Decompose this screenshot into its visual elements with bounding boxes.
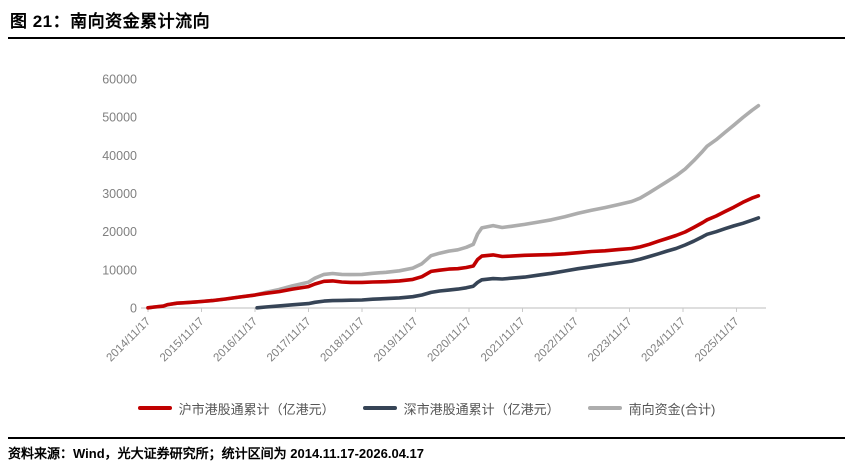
svg-text:30000: 30000 xyxy=(102,187,137,201)
svg-text:2024/11/17: 2024/11/17 xyxy=(640,316,689,365)
page-title: 图 21：南向资金累计流向 xyxy=(10,12,211,31)
svg-text:20000: 20000 xyxy=(102,225,137,239)
svg-text:2025/11/17: 2025/11/17 xyxy=(693,316,742,365)
svg-text:2020/11/17: 2020/11/17 xyxy=(426,316,475,365)
svg-text:2019/11/17: 2019/11/17 xyxy=(372,316,421,365)
svg-text:2018/11/17: 2018/11/17 xyxy=(319,316,368,365)
svg-text:0: 0 xyxy=(130,302,137,316)
chart-area: 2014/11/17 2015/11/17 2016/11/17 2017/11/17… xyxy=(0,39,853,399)
line-chart: 2014/11/17 2015/11/17 2016/11/17 2017/11/17… xyxy=(102,73,766,365)
legend-label: 深市港股通累计（亿港元） xyxy=(403,401,560,417)
svg-text:2022/11/17: 2022/11/17 xyxy=(533,316,582,365)
legend-item-shanghai-connect: 沪市港股通累计（亿港元） xyxy=(137,399,335,418)
source-text: 资料来源：Wind，光大证券研究所；统计区间为 2014.11.17-2026.… xyxy=(8,446,425,461)
svg-text:50000: 50000 xyxy=(102,111,137,125)
gray-line-swatch-icon xyxy=(587,406,622,410)
legend-label: 南向资金(合计) xyxy=(628,401,716,417)
svg-text:2017/11/17: 2017/11/17 xyxy=(265,316,314,365)
red-line-swatch-icon xyxy=(137,406,172,410)
svg-text:2014/11/17: 2014/11/17 xyxy=(105,316,154,365)
svg-text:40000: 40000 xyxy=(102,149,137,163)
legend-item-southbound-total: 南向资金(合计) xyxy=(587,399,716,418)
source-footer: 资料来源：Wind，光大证券研究所；统计区间为 2014.11.17-2026.… xyxy=(8,437,845,463)
svg-text:2021/11/17: 2021/11/17 xyxy=(479,316,528,365)
svg-text:60000: 60000 xyxy=(102,73,137,87)
legend-label: 沪市港股通累计（亿港元） xyxy=(178,401,335,417)
svg-text:2016/11/17: 2016/11/17 xyxy=(212,316,261,365)
svg-text:2015/11/17: 2015/11/17 xyxy=(158,316,207,365)
svg-text:2023/11/17: 2023/11/17 xyxy=(586,316,635,365)
figure-header: 图 21：南向资金累计流向 xyxy=(8,0,845,39)
legend-item-shenzhen-connect: 深市港股通累计（亿港元） xyxy=(362,399,560,418)
chart-legend: 沪市港股通累计（亿港元） 深市港股通累计（亿港元） 南向资金(合计) xyxy=(0,399,853,417)
navy-line-swatch-icon xyxy=(362,406,397,410)
svg-text:10000: 10000 xyxy=(102,263,137,277)
